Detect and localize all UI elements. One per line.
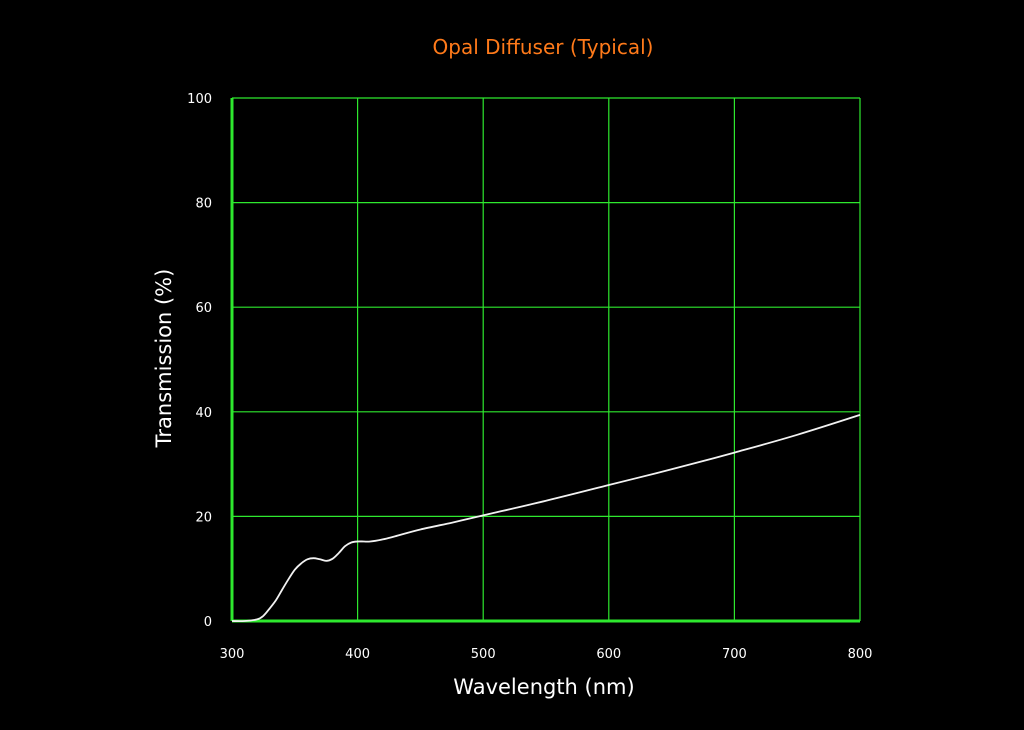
x-tick-label: 800 [848, 647, 873, 662]
series-line [231, 414, 861, 623]
x-tick-label: 600 [596, 647, 621, 662]
x-tick-label: 500 [471, 647, 496, 662]
tick-labels: 300 400 500 600 700 800 0 20 40 60 80 100 [187, 92, 872, 662]
y-tick-label: 0 [204, 615, 212, 630]
x-tick-label: 700 [722, 647, 747, 662]
y-tick-label: 20 [195, 510, 212, 525]
y-axis-label: Transmission (%) [152, 269, 176, 449]
y-tick-label: 80 [195, 197, 212, 212]
grid [230, 97, 861, 623]
y-tick-label: 40 [195, 406, 212, 421]
chart-title: Opal Diffuser (Typical) [433, 35, 654, 59]
y-tick-label: 100 [187, 92, 212, 107]
x-tick-label: 400 [345, 647, 370, 662]
y-tick-label: 60 [195, 301, 212, 316]
x-axis-label: Wavelength (nm) [453, 675, 634, 699]
x-tick-label: 300 [220, 647, 245, 662]
